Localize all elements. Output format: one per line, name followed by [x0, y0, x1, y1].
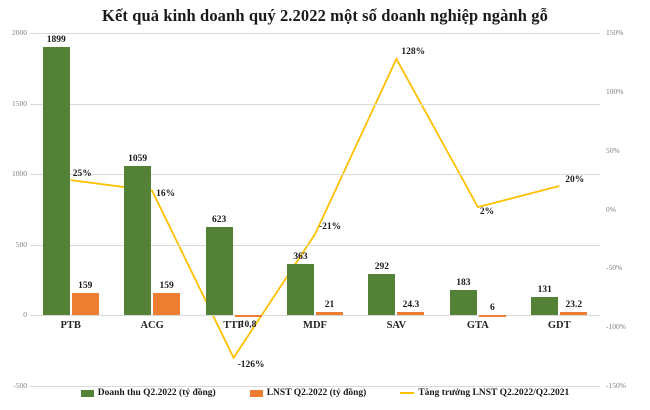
- legend-label: LNST Q2.2022 (tỷ đồng): [266, 388, 367, 398]
- revenue-bar[interactable]: [42, 47, 70, 316]
- revenue-bar-value: 183: [456, 277, 471, 288]
- legend-box-swatch-icon: [80, 389, 94, 397]
- x-axis-category-label: TTF: [223, 320, 244, 332]
- y-axis-right-tick: 50%: [606, 145, 620, 155]
- profit-bar[interactable]: [397, 311, 425, 316]
- y-axis-right-tick: 0%: [606, 204, 616, 214]
- profit-bar[interactable]: [560, 312, 588, 316]
- x-axis-category-label: PTB: [60, 320, 81, 332]
- gridline: [30, 174, 600, 176]
- y-axis-right-tick: -150%: [606, 381, 626, 390]
- x-axis-category-label: SAV: [386, 320, 407, 332]
- x-axis-category-label: GTA: [466, 320, 489, 332]
- revenue-bar[interactable]: [124, 165, 152, 316]
- legend-box-swatch-icon: [249, 389, 263, 397]
- y-axis-left-tick: 1500: [12, 98, 27, 108]
- legend-item[interactable]: LNST Q2.2022 (tỷ đồng): [249, 388, 367, 398]
- gridline: [30, 244, 600, 246]
- growth-line: [70, 56, 560, 360]
- growth-line-value: -126%: [237, 359, 265, 370]
- gridline: [30, 33, 600, 34]
- revenue-bar-value: 292: [374, 262, 390, 273]
- legend-item[interactable]: Doanh thu Q2.2022 (tỷ đồng): [80, 388, 216, 398]
- x-axis-category-label: ACG: [140, 320, 164, 332]
- profit-bar-value: 10,8: [239, 320, 257, 331]
- growth-line-value: 128%: [401, 46, 426, 57]
- x-axis-category-label: MDF: [303, 320, 327, 332]
- y-axis-left-tick: 500: [15, 239, 27, 249]
- profit-bar[interactable]: [316, 312, 343, 316]
- profit-bar[interactable]: [478, 314, 506, 317]
- revenue-bar[interactable]: [287, 264, 314, 316]
- y-axis-left-tick: -500: [13, 381, 27, 390]
- growth-line-chart: [70, 56, 560, 360]
- profit-bar[interactable]: [153, 292, 181, 316]
- growth-line-value: 20%: [565, 174, 585, 185]
- y-axis-left-tick: 0: [23, 310, 27, 320]
- y-axis-right-tick: 150%: [606, 28, 624, 37]
- gridline: [30, 103, 600, 105]
- y-axis-right-tick: 100%: [606, 86, 624, 96]
- chart-legend: Doanh thu Q2.2022 (tỷ đồng) LNST Q2.2022 …: [0, 388, 650, 398]
- plot-area: 2000 1500 1000 500 0 -500 150% 100% 50% 0% -50% -10…: [12, 29, 626, 410]
- revenue-bar-value: 1059: [128, 153, 148, 164]
- revenue-bar[interactable]: [531, 296, 559, 316]
- revenue-bar[interactable]: [449, 289, 477, 316]
- profit-bar-value: 21: [324, 300, 335, 311]
- legend-line-swatch-icon: [400, 392, 415, 394]
- gridline: [30, 315, 600, 317]
- growth-line-value: 25%: [72, 169, 92, 180]
- revenue-bar-value: 131: [537, 284, 552, 295]
- legend-label: Doanh thu Q2.2022 (tỷ đồng): [97, 388, 216, 398]
- revenue-bar[interactable]: [368, 274, 396, 316]
- profit-bar[interactable]: [71, 292, 99, 316]
- y-axis-left-tick: 2000: [12, 28, 27, 37]
- y-axis-right-tick: -50%: [606, 263, 623, 273]
- profit-bar-value: 6: [489, 302, 495, 313]
- profit-bar-value: 24.3: [402, 299, 420, 310]
- revenue-bar-value: 363: [293, 252, 308, 263]
- profit-bar-value: 159: [78, 280, 93, 291]
- growth-line-value: -21%: [319, 222, 342, 233]
- legend-label: Tăng trưởng LNST Q2.2022/Q2.2021: [418, 388, 570, 398]
- profit-bar-value: 23.2: [565, 300, 583, 311]
- legend-item[interactable]: Tăng trưởng LNST Q2.2022/Q2.2021: [400, 388, 569, 398]
- x-axis-category-label: GDT: [547, 320, 571, 332]
- profit-bar[interactable]: [234, 315, 262, 318]
- y-axis-left-tick: 1000: [12, 169, 27, 179]
- revenue-bar[interactable]: [205, 227, 233, 316]
- growth-line-value: 2%: [479, 207, 495, 218]
- growth-line-value: 16%: [156, 188, 176, 199]
- revenue-bar-value: 1899: [46, 35, 66, 46]
- revenue-bar-value: 623: [211, 215, 227, 226]
- gridline: [30, 386, 600, 387]
- profit-bar-value: 159: [159, 280, 174, 291]
- y-axis-right-tick: -100%: [606, 322, 626, 332]
- chart-title: Kết quả kinh doanh quý 2.2022 một số doa…: [102, 6, 548, 25]
